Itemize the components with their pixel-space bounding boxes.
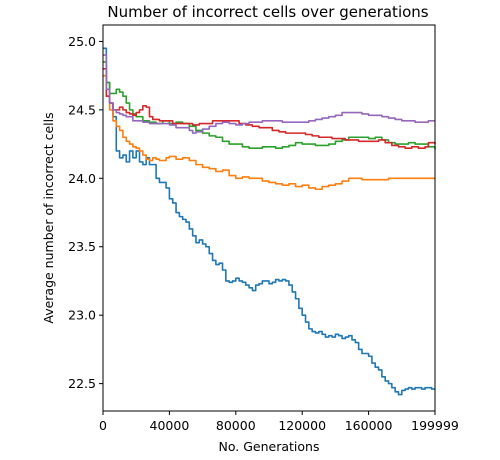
plot-frame xyxy=(102,24,436,412)
y-axis-label: Average number of incorrect cells xyxy=(41,112,56,323)
series-layer xyxy=(103,47,436,396)
y-tick-label: 25.0 xyxy=(68,34,96,49)
y-tick-label: 24.5 xyxy=(68,102,96,117)
x-axis-label: No. Generations xyxy=(219,439,320,454)
series-line-3 xyxy=(103,61,436,150)
series-line-5 xyxy=(103,54,435,134)
series-line-1 xyxy=(103,47,435,396)
x-tick-label: 80000 xyxy=(216,418,256,433)
y-tick-label: 24.0 xyxy=(68,171,96,186)
x-tick-label: 0 xyxy=(99,418,107,433)
series-line-4 xyxy=(103,68,436,149)
chart-title: Number of incorrect cells over generatio… xyxy=(107,3,428,21)
x-tick-label: 160000 xyxy=(345,418,393,433)
y-tick-label: 22.5 xyxy=(68,376,96,391)
x-tick-label: 120000 xyxy=(278,418,326,433)
x-tick-label: 40000 xyxy=(150,418,190,433)
series-line-2 xyxy=(103,74,435,191)
y-tick-label: 23.5 xyxy=(68,239,96,254)
y-axis: 22.5 23.0 23.5 24.0 24.5 25.0 xyxy=(68,34,103,391)
x-tick-label: 199999 xyxy=(411,418,459,433)
x-axis: 0 40000 80000 120000 160000 199999 xyxy=(99,411,459,433)
y-tick-label: 23.0 xyxy=(68,308,96,323)
